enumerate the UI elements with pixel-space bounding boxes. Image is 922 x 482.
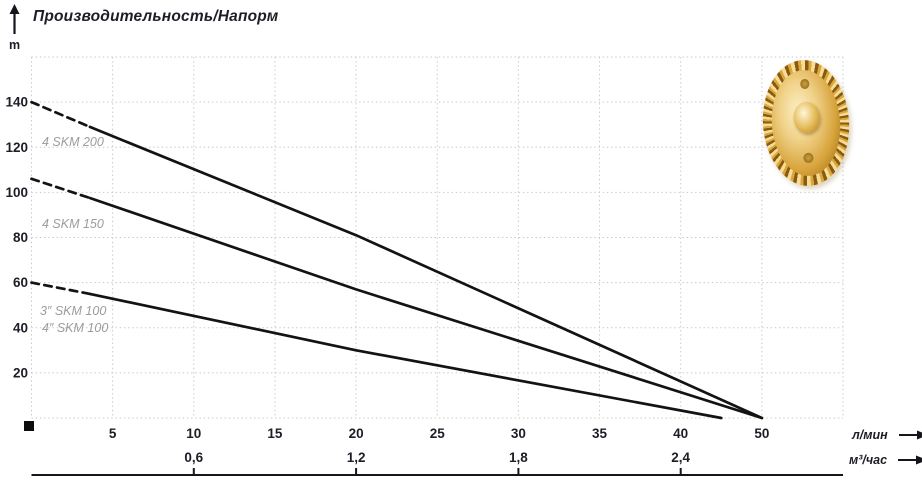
y-axis-arrow-icon [9, 4, 20, 34]
series-label-3skm100: 3″ SKM 100 [40, 304, 107, 318]
series-label-4skm100: 4″ SKM 100 [42, 321, 109, 335]
chart-title: Производительность/Напорм [33, 8, 279, 25]
pump-curve-dashed [30, 281, 92, 296]
series-label-4skm150: 4 SKM 150 [42, 217, 104, 231]
x2-tick-label: 2,4 [671, 450, 690, 465]
x-axis-unit-row-lmin: л/мин [852, 428, 922, 442]
x-tick-label: 35 [592, 426, 608, 441]
x-tick-label: 25 [430, 426, 446, 441]
x-tick-label: 40 [673, 426, 688, 441]
x-tick-label: 50 [754, 426, 769, 441]
x-tick-label: 5 [109, 426, 117, 441]
y-axis-unit-label: m [9, 38, 21, 52]
x-tick-label: 30 [511, 426, 526, 441]
right-arrow-icon [898, 430, 922, 440]
x-axis-unit-row-m3h: м³/час [849, 453, 922, 467]
y-tick-label: 140 [5, 95, 28, 110]
y-tick-label: 40 [13, 320, 28, 335]
right-arrow-icon [898, 455, 922, 465]
pump-curve [88, 292, 723, 420]
x2-tick-label: 1,2 [347, 450, 366, 465]
x-axis-unit-m3h: м³/час [849, 453, 888, 467]
x2-tick-label: 0,6 [184, 450, 203, 465]
x-tick-label: 20 [349, 426, 364, 441]
x-axis-unit-lmin: л/мин [852, 428, 888, 442]
pump-curve-dashed [30, 177, 92, 200]
y-tick-label: 80 [13, 230, 28, 245]
origin-marker [24, 421, 34, 431]
pump-curve-dashed [30, 100, 92, 129]
x-tick-label: 10 [186, 426, 201, 441]
x-tick-label: 15 [267, 426, 283, 441]
impeller-image [758, 57, 854, 189]
y-tick-label: 60 [13, 275, 28, 290]
y-tick-label: 100 [5, 185, 28, 200]
pump-curve [88, 125, 764, 420]
x2-tick-label: 1,8 [509, 450, 528, 465]
y-tick-label: 120 [5, 140, 28, 155]
series-label-4skm200: 4 SKM 200 [42, 135, 104, 149]
y-tick-label: 20 [13, 365, 28, 380]
pump-curve [88, 196, 764, 420]
